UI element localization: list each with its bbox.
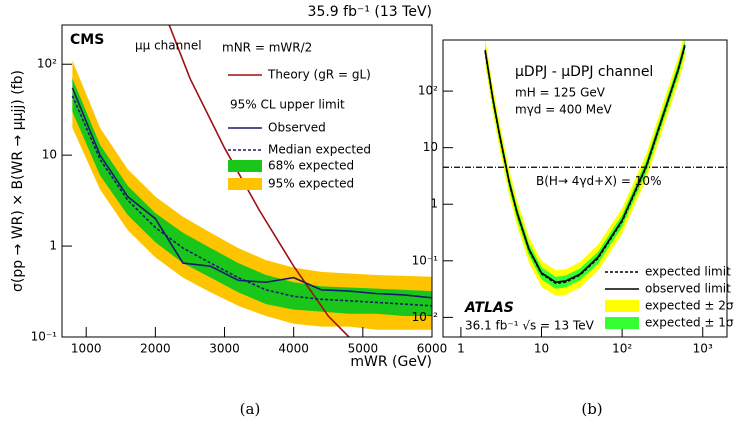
y-tick-label: 10⁻¹	[31, 330, 58, 344]
channel: μDPJ - μDPJ channel	[515, 64, 653, 80]
x-tick-label: 4000	[278, 342, 309, 356]
series-line	[484, 44, 686, 283]
y-tick-label: 10⁻²	[412, 310, 439, 324]
legend-label: Observed	[268, 121, 326, 135]
legend-label: observed limit	[645, 282, 731, 296]
legend-label: expected limit	[645, 265, 731, 279]
dark-photon-mass: mγd = 400 MeV	[515, 103, 613, 117]
x-tick-label: 6000	[417, 342, 448, 356]
lumi: 35.9 fb⁻¹ (13 TeV)	[308, 4, 432, 20]
x-tick-label: 10³	[693, 342, 713, 356]
y-axis-label: σ(pp → WR) × B(WR → μμjj) (fb)	[10, 70, 26, 292]
legend-swatch	[605, 317, 639, 329]
series-line	[71, 95, 432, 307]
band	[485, 40, 685, 289]
legend-swatch	[228, 178, 262, 190]
lumi: 36.1 fb⁻¹ √s = 13 TeV	[465, 319, 595, 333]
x-tick-label: 2000	[140, 342, 171, 356]
legend-label: expected ± 2σ	[645, 299, 734, 313]
legend-title: 95% CL upper limit	[230, 98, 345, 112]
x-tick-label: 5000	[348, 342, 379, 356]
channel: μμ channel	[135, 39, 202, 53]
series-line	[484, 46, 686, 285]
plot-area-b	[443, 40, 727, 296]
legend-label: 68% expected	[268, 159, 354, 173]
x-tick-label: 3000	[209, 342, 240, 356]
y-tick-label: 10	[42, 148, 57, 162]
legend-label: Theory (gR = gL)	[267, 68, 371, 82]
experiment: ATLAS	[464, 300, 514, 316]
legend-swatch	[605, 300, 639, 312]
y-tick-label: 1	[430, 197, 438, 211]
series-line	[71, 87, 432, 299]
y-tick-label: 10²	[418, 84, 438, 98]
series-line	[168, 25, 350, 337]
x-tick-label: 1	[457, 342, 465, 356]
band	[72, 60, 432, 330]
frame	[61, 24, 433, 338]
x-tick-label: 10²	[612, 342, 632, 356]
plot-area-a	[71, 25, 432, 337]
y-tick-label: 10²	[37, 57, 57, 71]
x-axis-label: mWR (GeV)	[350, 354, 432, 370]
higgs-mass: mH = 125 GeV	[515, 86, 606, 100]
experiment: CMS	[70, 32, 104, 48]
x-tick-label: 10	[534, 342, 549, 356]
legend-swatch	[228, 160, 262, 172]
y-tick-label: 1	[49, 239, 57, 253]
y-tick-label: 10⁻¹	[412, 253, 439, 267]
legend-label: Median expected	[268, 143, 371, 157]
frame	[442, 39, 728, 338]
legend-label: expected ± 1σ	[645, 316, 734, 330]
reference-label: B(H→ 4γd+X) = 10%	[536, 174, 661, 188]
x-tick-label: 1000	[71, 342, 102, 356]
band	[72, 78, 432, 317]
caption: (a)	[240, 400, 261, 418]
legend-label: 95% expected	[268, 177, 354, 191]
caption: (b)	[581, 400, 602, 418]
y-tick-label: 10	[423, 140, 438, 154]
mass-relation: mNR = mWR/2	[222, 41, 312, 55]
